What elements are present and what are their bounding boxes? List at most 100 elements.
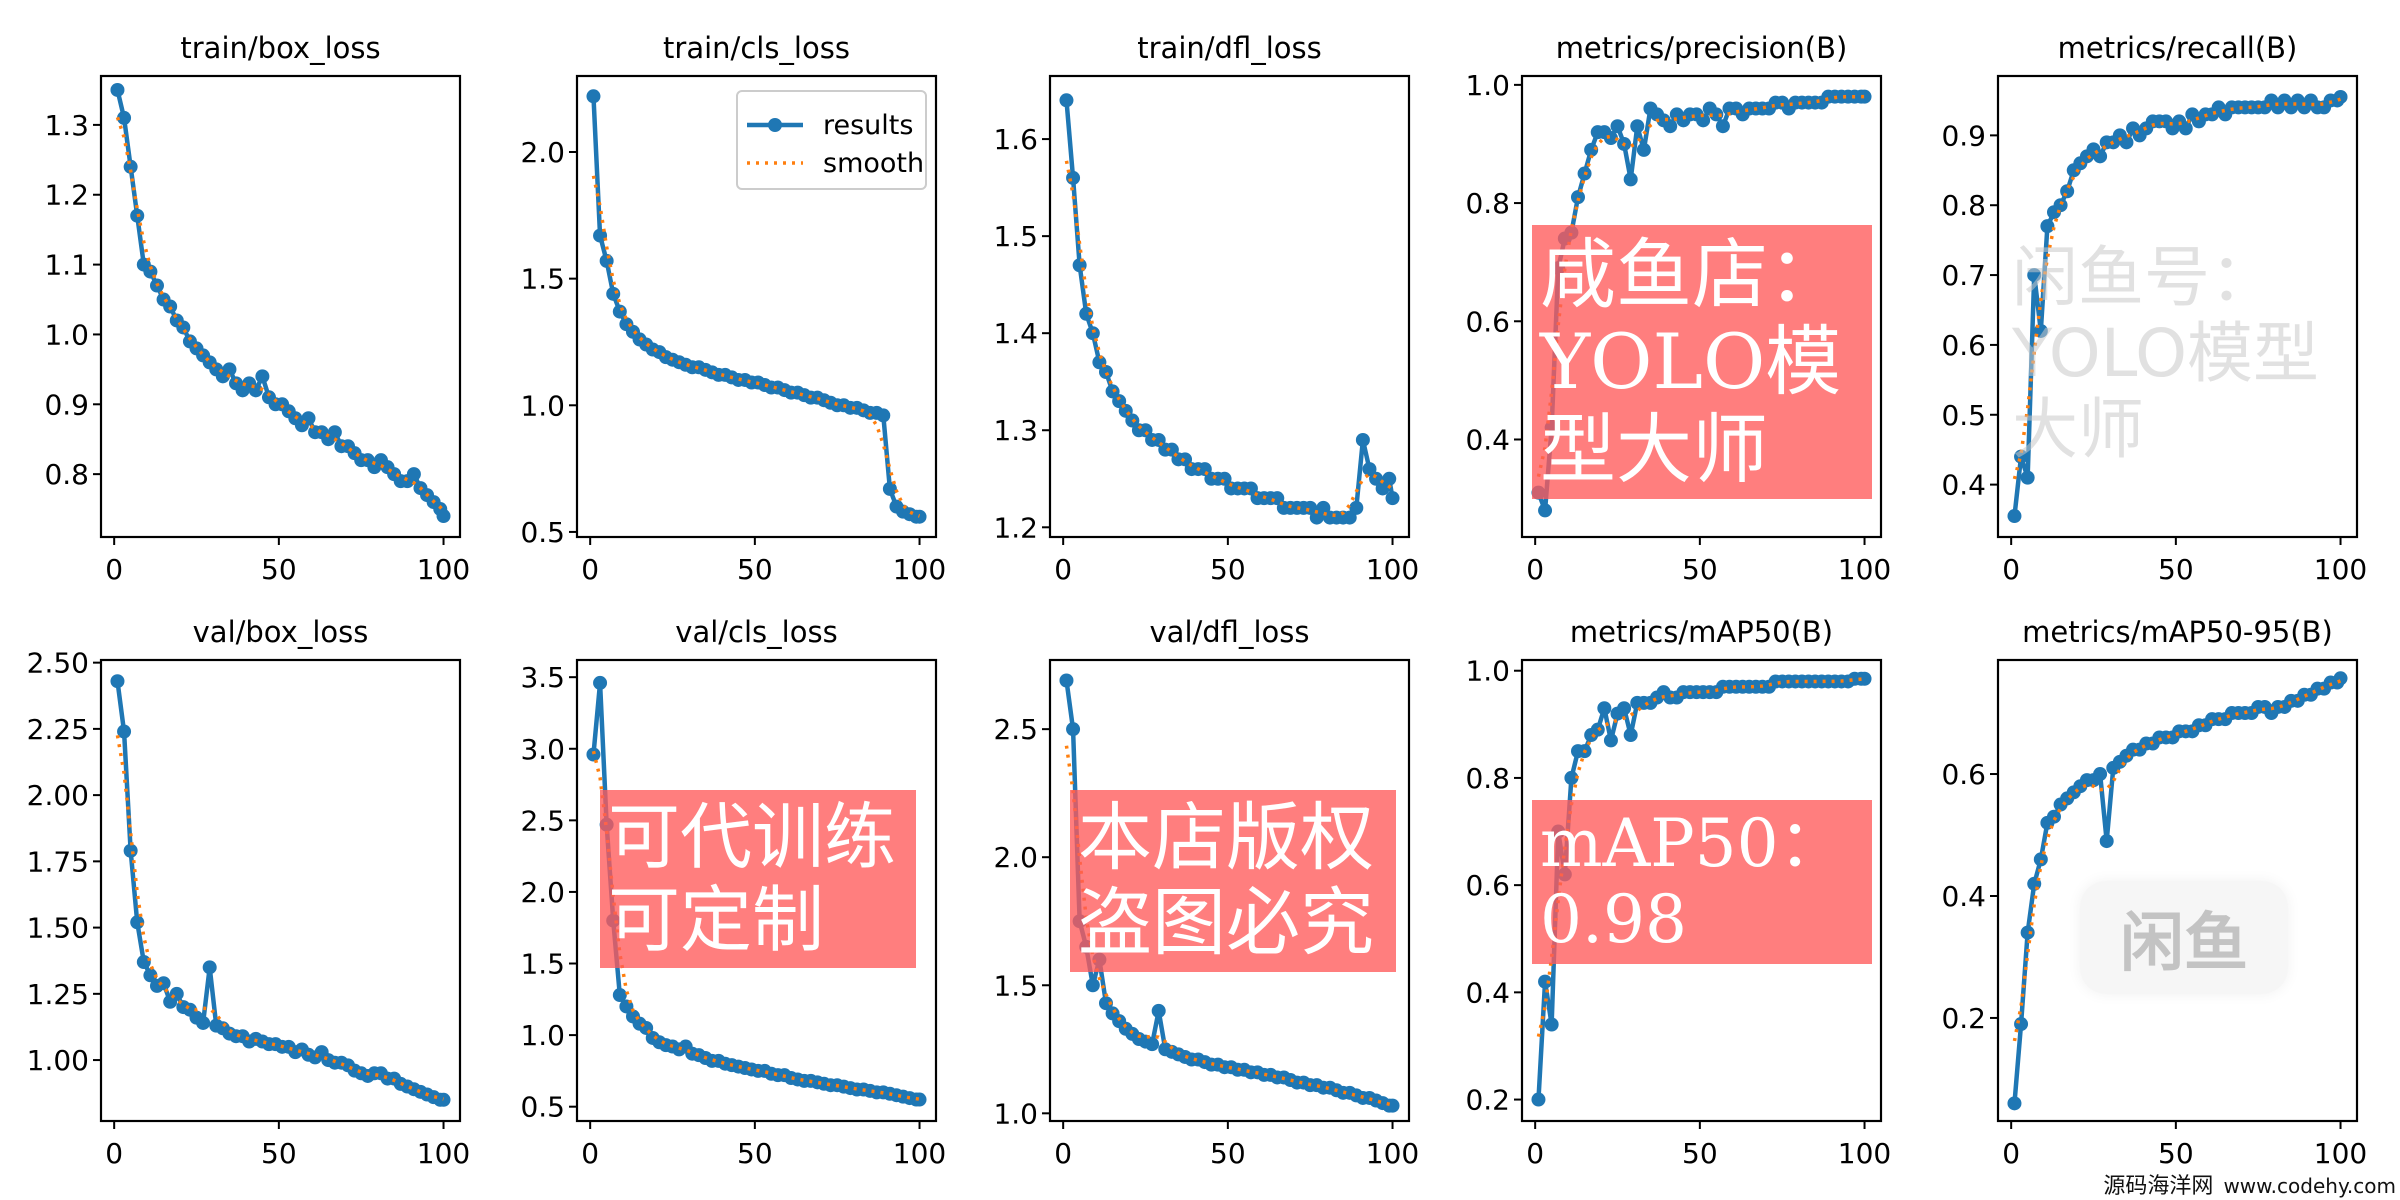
results-point <box>2053 198 2068 213</box>
results-point <box>612 988 627 1003</box>
results-point <box>436 509 451 524</box>
xianyu-logo-text: 闲鱼 <box>2120 906 2248 981</box>
axes-frame <box>1520 74 1883 539</box>
x-tick-label: 50 <box>2158 553 2194 586</box>
results-point <box>1085 326 1100 341</box>
y-tick-label: 0.4 <box>1941 880 1986 913</box>
subplot-val-cls-loss: val/cls_loss 0 50 100 0.5 1.0 1.5 2.0 2.5 3.0 3.5 <box>520 615 946 1170</box>
results-point <box>1145 1037 1160 1052</box>
results-point <box>1857 89 1872 104</box>
subplot-val-dfl-loss: val/dfl_loss 0 50 100 1.0 1.5 2.0 2.5 <box>993 615 1419 1170</box>
results-point <box>2333 671 2348 686</box>
results-point <box>1590 722 1605 737</box>
results-point <box>1857 671 1872 686</box>
axes-frame <box>1048 658 1411 1123</box>
y-tick-label: 0.4 <box>1941 469 1986 502</box>
x-tick-label: 0 <box>105 553 123 586</box>
results-point <box>1623 172 1638 187</box>
results-point <box>2014 449 2029 464</box>
y-tick-label: 0.4 <box>1465 423 1510 456</box>
results-point <box>406 467 421 482</box>
results-point <box>110 82 125 97</box>
results-point <box>2007 509 2022 524</box>
results-point <box>1538 503 1553 518</box>
axes-frame <box>1996 658 2359 1123</box>
smooth-line <box>2012 679 2342 1042</box>
x-tick-label: 50 <box>261 553 297 586</box>
results-point <box>2027 268 2042 283</box>
y-tick-label: 0.5 <box>1941 399 1986 432</box>
y-tick-label: 1.2 <box>44 179 89 212</box>
results-point <box>1709 107 1724 122</box>
results-point <box>169 986 184 1001</box>
y-tick-label: 1.3 <box>44 109 89 142</box>
axes-frame <box>99 658 462 1123</box>
results-point <box>1079 306 1094 321</box>
results-point <box>1603 733 1618 748</box>
y-tick-label: 1.0 <box>1465 655 1510 688</box>
x-tick-label: 100 <box>1366 553 1419 586</box>
results-point <box>1570 190 1585 205</box>
results-point <box>2093 767 2108 782</box>
results-point <box>110 674 125 689</box>
y-tick-label: 1.5 <box>520 948 565 981</box>
y-tick-label: 0.8 <box>1465 187 1510 220</box>
results-point <box>1630 119 1645 134</box>
plot-area <box>1531 89 1872 518</box>
results-point <box>1151 1003 1166 1018</box>
smooth-line <box>1536 677 1865 1038</box>
results-point <box>2014 1017 2029 1032</box>
watermark-account: 闲鱼号：YOLO模型大师 <box>2012 239 2320 468</box>
y-tick-label: 1.0 <box>520 389 565 422</box>
y-tick-label: 3.0 <box>520 733 565 766</box>
plot-area <box>2007 89 2348 524</box>
results-point <box>117 724 132 739</box>
y-tick-label: 0.9 <box>44 388 89 421</box>
results-point <box>1098 365 1113 380</box>
smooth-line <box>115 116 445 512</box>
x-tick-label: 50 <box>737 1137 773 1170</box>
subplot-val-box-loss: val/box_loss 0 50 100 1.00 1.25 1.50 1.75 2.00 2.… <box>27 615 471 1170</box>
results-line <box>115 680 444 1103</box>
results-point <box>1066 170 1081 185</box>
smooth-line <box>591 750 920 1101</box>
results-point <box>1636 142 1651 157</box>
x-tick-label: 0 <box>1526 1137 1544 1170</box>
results-point <box>593 675 608 690</box>
smooth-line <box>2012 97 2342 480</box>
plot-area <box>1059 673 1400 1113</box>
results-point <box>1623 728 1638 743</box>
subplot-title: val/cls_loss <box>675 615 837 649</box>
y-tick-label: 0.6 <box>1941 329 1986 362</box>
subplot-title: train/box_loss <box>180 31 380 65</box>
smooth-line <box>1064 160 1394 518</box>
smooth-line <box>1536 94 1865 478</box>
results-point <box>2099 834 2114 849</box>
subplot-train-box-loss: train/box_loss 0 50 100 0.8 0.9 1.0 1.1 1.2 1.3 <box>44 31 470 586</box>
subplot-train-dfl-loss: train/dfl_loss 0 50 100 1.2 1.3 1.4 1.5 1.6 <box>993 31 1419 586</box>
y-tick-label: 2.5 <box>993 713 1038 746</box>
watermark-custom-training: 可代训练可定制 <box>600 790 916 968</box>
legend-results-label: results <box>823 110 913 141</box>
plot-area <box>586 675 927 1107</box>
subplot-metrics-precision-b-: metrics/precision(B) 0 50 100 0.4 0.6 0.8 1.0 <box>1465 31 1891 586</box>
x-tick-label: 100 <box>893 1137 946 1170</box>
x-tick-label: 0 <box>105 1137 123 1170</box>
plot-area <box>110 82 451 524</box>
subplot-metrics-map50-b-: metrics/mAP50(B) 0 50 100 0.2 0.4 0.6 0.8 1.0 <box>1465 615 1891 1170</box>
results-point <box>2020 925 2035 940</box>
results-point <box>1382 471 1397 486</box>
y-tick-label: 0.2 <box>1941 1002 1986 1035</box>
x-tick-label: 100 <box>417 1137 470 1170</box>
x-tick-label: 100 <box>2314 1137 2367 1170</box>
results-point <box>2046 809 2061 824</box>
axes-frame <box>99 74 462 539</box>
results-point <box>1584 142 1599 157</box>
subplot-title: metrics/mAP50-95(B) <box>2022 615 2333 649</box>
watermark-shop: 咸鱼店：YOLO模型大师 <box>1532 225 1872 500</box>
results-point <box>196 1015 211 1030</box>
plot-area <box>1531 671 1872 1107</box>
results-point <box>593 228 608 243</box>
results-point <box>1531 1092 1546 1107</box>
results-point <box>2040 219 2055 234</box>
